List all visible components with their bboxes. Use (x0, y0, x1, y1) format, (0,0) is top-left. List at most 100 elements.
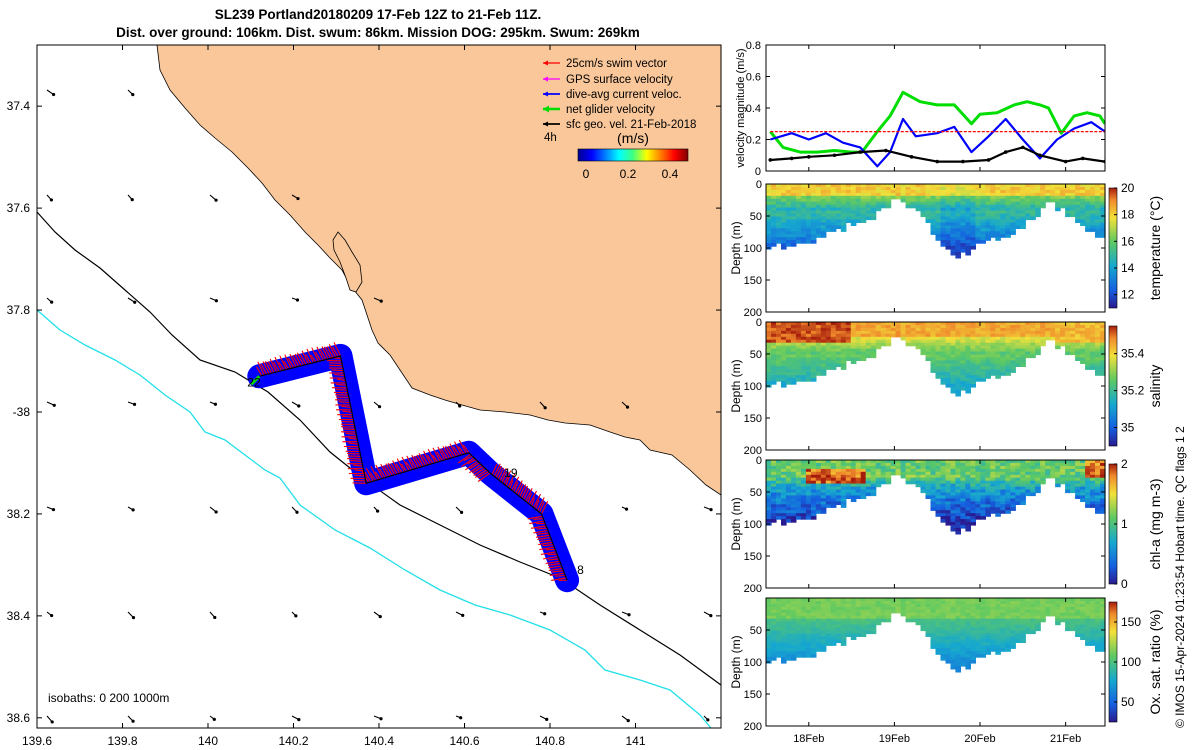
section-cell (955, 351, 961, 356)
section-cell (771, 492, 777, 497)
section-cell (960, 465, 966, 470)
section-cell (885, 601, 892, 605)
section-cell (1030, 468, 1036, 473)
section-cell (1085, 348, 1091, 353)
section-cell (1015, 636, 1021, 640)
section-cell (790, 187, 797, 191)
section-cell (1080, 612, 1086, 617)
section-cell (1100, 471, 1106, 476)
section-cell (945, 463, 952, 467)
section-cell (795, 345, 802, 350)
section-cell (785, 198, 792, 203)
section-cell (1015, 624, 1021, 629)
section-cell (855, 609, 862, 614)
section-cell (1100, 489, 1106, 494)
section-cell (930, 603, 937, 608)
section-cell (950, 225, 957, 229)
section-cell (870, 618, 877, 623)
section-cell (930, 498, 937, 502)
section-cell (840, 495, 847, 499)
section-cell (766, 624, 772, 629)
section-cell (1035, 198, 1041, 203)
section-cell (1080, 187, 1086, 191)
section-cell (960, 375, 966, 379)
section-cell (781, 507, 787, 511)
section-cell (975, 486, 981, 491)
section-cell (975, 351, 981, 356)
section-cell (850, 207, 857, 212)
section-cell (855, 322, 862, 326)
section-cell (800, 486, 807, 491)
section-cell (1060, 465, 1066, 470)
section-cell (1095, 460, 1101, 464)
section-cell (1090, 618, 1096, 623)
geo-velocity-point (807, 155, 811, 159)
section-cell (975, 375, 981, 379)
section-cell (800, 618, 807, 623)
section-cell (1050, 468, 1056, 473)
section-cell (940, 330, 947, 335)
section-cell (1080, 192, 1086, 197)
section-cell (781, 228, 787, 232)
section-cell (1045, 471, 1051, 476)
section-cell (1100, 639, 1106, 643)
section-cell (1015, 201, 1021, 206)
section-cell (1025, 216, 1031, 221)
section-cell (1035, 601, 1041, 605)
velocity-series-current (769, 117, 1105, 168)
section-cell (1070, 601, 1076, 605)
section-cell (835, 639, 842, 643)
section-cell (985, 192, 991, 197)
section-cell (995, 231, 1001, 235)
section-cell (825, 483, 832, 488)
section-cell (965, 519, 971, 523)
section-cell (930, 624, 937, 629)
section-cell (781, 471, 787, 476)
geo-velocity-arrowhead (709, 508, 713, 512)
section-cell (1090, 471, 1096, 476)
section-cell (1010, 639, 1016, 643)
section-cell (935, 636, 942, 640)
section-cell (820, 184, 827, 188)
section-cell (890, 187, 897, 191)
section-cell (860, 630, 867, 635)
section-cell (785, 474, 792, 479)
section-cell (776, 463, 782, 467)
section-cell (1100, 642, 1106, 646)
section-cell (945, 354, 952, 359)
section-cell (985, 460, 991, 464)
section-cell (940, 498, 947, 502)
section-cell (965, 387, 971, 391)
section-cell (1010, 330, 1016, 335)
section-cell (965, 207, 971, 212)
section-cell (935, 651, 942, 655)
section-cell (781, 606, 787, 611)
section-cell (820, 360, 827, 364)
section-cell (781, 345, 787, 350)
section-cell (1040, 598, 1046, 602)
section-cell (890, 333, 897, 338)
section-cell (1005, 351, 1011, 356)
section-cell (985, 468, 991, 473)
section-cell (1030, 189, 1036, 194)
section-cell (800, 463, 807, 467)
section-cell (1085, 495, 1091, 499)
section-cell (855, 630, 862, 635)
section-cell (845, 351, 852, 356)
section-cell (1005, 330, 1011, 335)
section-cell (875, 204, 882, 209)
section-cell (935, 198, 942, 203)
section-cell (835, 621, 842, 626)
section-cell (1080, 460, 1086, 464)
section-cell (795, 330, 802, 335)
section-cell (970, 192, 976, 197)
section-cell (860, 216, 867, 221)
section-cell (980, 213, 986, 218)
section-cell (965, 525, 971, 529)
section-cell (995, 513, 1001, 517)
section-cell (980, 471, 986, 476)
section-cell (885, 333, 892, 338)
section-cell (940, 633, 947, 637)
section-cell (820, 615, 827, 620)
section-cell (930, 627, 937, 632)
